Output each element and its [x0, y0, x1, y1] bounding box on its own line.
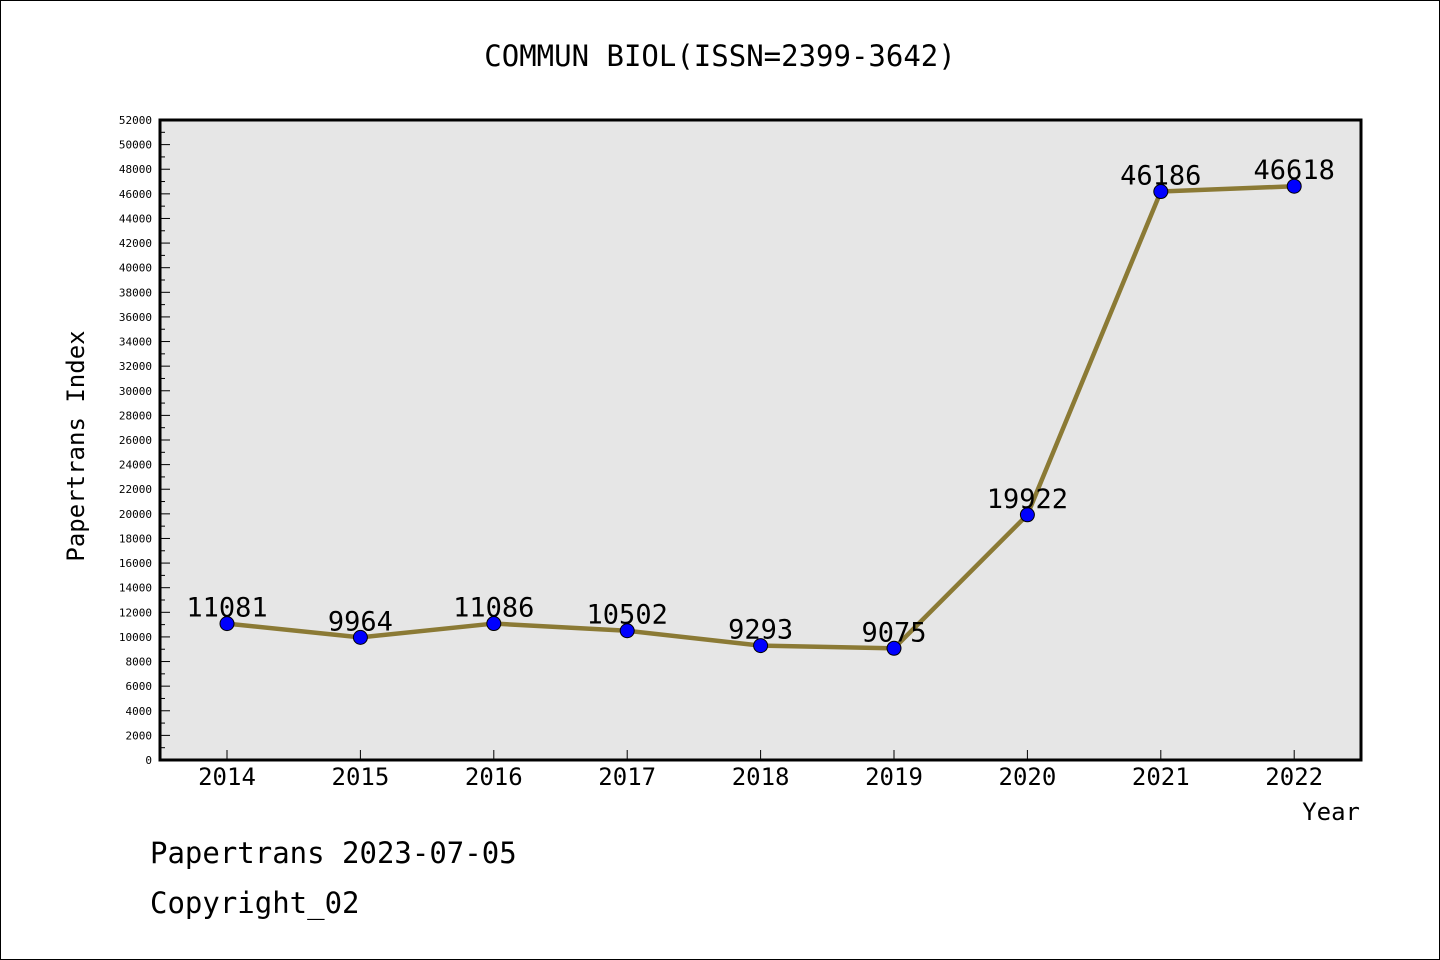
y-tick-label: 46000 [119, 188, 152, 201]
series-group: 11081 9964 11086 10502 9293 9075 19922 46186 466… [186, 155, 1335, 656]
data-point [619, 623, 635, 639]
data-point [486, 616, 502, 632]
y-tick-label: 40000 [119, 262, 152, 275]
data-label: 11081 [186, 593, 267, 624]
data-point [886, 640, 902, 656]
x-tick-label: 2019 [865, 763, 923, 791]
y-tick-label: 2000 [126, 729, 153, 742]
x-tick-label: 2015 [332, 763, 390, 791]
data-label: 9293 [728, 615, 793, 646]
y-tick-label: 38000 [119, 286, 152, 299]
x-tick-label: 2021 [1132, 763, 1190, 791]
x-axis-label: Year [1302, 798, 1360, 826]
data-label: 11086 [453, 593, 534, 624]
data-point [1286, 178, 1302, 194]
y-tick-label: 52000 [119, 114, 152, 127]
y-tick-label: 10000 [119, 631, 152, 644]
x-tick-label: 2022 [1265, 763, 1323, 791]
y-tick-label: 34000 [119, 336, 152, 349]
chart-title: COMMUN BIOL(ISSN=2399-3642) [484, 39, 955, 73]
y-tick-label: 22000 [119, 483, 152, 496]
data-point [352, 629, 368, 645]
y-tick-label: 28000 [119, 409, 152, 422]
y-tick-label: 18000 [119, 532, 152, 545]
y-tick-label: 26000 [119, 434, 152, 447]
data-label: 9964 [328, 606, 393, 637]
data-label: 46618 [1254, 155, 1335, 186]
y-tick-label: 12000 [119, 606, 152, 619]
y-tick-label: 30000 [119, 385, 152, 398]
y-axis: 0 2000 4000 6000 8000 10000 12000 14000 16000 180… [119, 114, 170, 767]
x-tick-label: 2020 [999, 763, 1057, 791]
data-point [219, 616, 235, 632]
data-point [753, 638, 769, 654]
x-tick-label: 2017 [598, 763, 656, 791]
data-label: 19922 [987, 484, 1068, 515]
y-tick-label: 14000 [119, 582, 152, 595]
x-tick-label: 2018 [732, 763, 790, 791]
y-tick-label: 44000 [119, 212, 152, 225]
y-tick-label: 50000 [119, 139, 152, 152]
plot-area [158, 118, 1363, 762]
y-tick-label: 16000 [119, 557, 152, 570]
data-label: 9075 [861, 617, 926, 648]
data-label: 10502 [587, 600, 668, 631]
y-tick-label: 6000 [126, 680, 153, 693]
y-tick-label: 36000 [119, 311, 152, 324]
y-tick-label: 20000 [119, 508, 152, 521]
x-tick-label: 2014 [198, 763, 256, 791]
y-tick-label: 8000 [126, 656, 153, 669]
data-point [1153, 184, 1169, 200]
y-tick-label: 42000 [119, 237, 152, 250]
x-tick-label: 2016 [465, 763, 523, 791]
y-tick-label: 48000 [119, 163, 152, 176]
data-label: 46186 [1120, 161, 1201, 192]
footer-date-line: Papertrans 2023-07-05 [150, 836, 517, 870]
y-tick-label: 32000 [119, 360, 152, 373]
x-axis: 2014 2015 2016 2017 2018 2019 2020 2021 2022 [198, 750, 1323, 791]
footer-copyright: Copyright_02 [150, 886, 360, 920]
y-tick-label: 4000 [126, 705, 153, 718]
y-axis-label: Papertrans Index [62, 330, 90, 561]
y-tick-label: 24000 [119, 459, 152, 472]
data-point [1019, 507, 1035, 523]
y-tick-label: 0 [145, 754, 152, 767]
